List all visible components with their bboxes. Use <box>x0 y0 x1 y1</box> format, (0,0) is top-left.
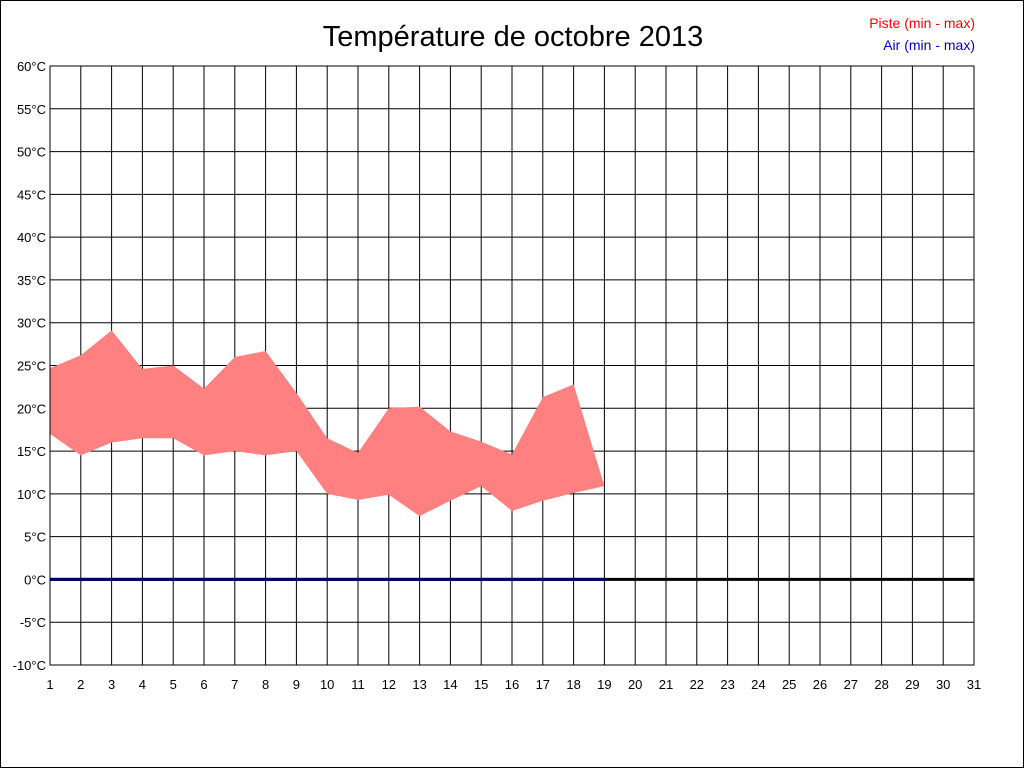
x-tick-label: 12 <box>382 677 396 692</box>
series-band-layer <box>50 330 605 517</box>
x-tick-label: 16 <box>505 677 519 692</box>
x-tick-label: 28 <box>874 677 888 692</box>
x-tick-label: 1 <box>46 677 53 692</box>
x-tick-label: 7 <box>231 677 238 692</box>
x-tick-label: 21 <box>659 677 673 692</box>
plot-border <box>49 65 975 666</box>
x-tick-label: 8 <box>262 677 269 692</box>
chart-title: Température de octobre 2013 <box>323 21 703 53</box>
x-tick-label: 30 <box>936 677 950 692</box>
y-tick-label: -5°C <box>20 615 46 630</box>
x-tick-label: 18 <box>566 677 580 692</box>
y-tick-label: 40°C <box>17 230 46 245</box>
x-tick-label: 25 <box>782 677 796 692</box>
x-tick-label: 29 <box>905 677 919 692</box>
x-tick-label: 11 <box>351 677 365 692</box>
axis-layer <box>49 65 975 666</box>
y-tick-label: 50°C <box>17 145 46 160</box>
y-tick-label: 55°C <box>17 102 46 117</box>
legend-air: Air (min - max) <box>883 37 975 53</box>
x-tick-label: 26 <box>813 677 827 692</box>
x-tick-label: 15 <box>474 677 488 692</box>
y-tick-label: 30°C <box>17 316 46 331</box>
x-tick-label: 6 <box>200 677 207 692</box>
x-tick-label: 20 <box>628 677 642 692</box>
x-tick-label: 4 <box>139 677 146 692</box>
grid <box>49 65 975 666</box>
x-tick-label: 9 <box>293 677 300 692</box>
x-tick-label: 5 <box>170 677 177 692</box>
x-tick-label: 3 <box>108 677 115 692</box>
y-tick-label: 0°C <box>24 572 46 587</box>
y-tick-label: 20°C <box>17 401 46 416</box>
x-tick-label: 24 <box>751 677 765 692</box>
y-tick-label: -10°C <box>13 658 46 673</box>
x-axis-ticks: 1 2 3 4 5 6 7 8 9 10 11 12 13 14 15 16 17 18 19 20 21 22 23 24 2… <box>46 677 981 692</box>
x-tick-label: 19 <box>597 677 611 692</box>
x-tick-label: 17 <box>536 677 550 692</box>
x-tick-label: 27 <box>844 677 858 692</box>
x-tick-label: 13 <box>412 677 426 692</box>
x-tick-label: 10 <box>320 677 334 692</box>
y-tick-label: 15°C <box>17 444 46 459</box>
y-tick-label: 10°C <box>17 487 46 502</box>
x-tick-label: 14 <box>443 677 457 692</box>
y-tick-label: 60°C <box>17 59 46 74</box>
x-tick-label: 23 <box>720 677 734 692</box>
x-tick-label: 2 <box>77 677 84 692</box>
y-axis-ticks: -10°C -5°C 0°C 5°C 10°C 15°C 20°C 25°C 30°C 35°C 4… <box>13 59 46 673</box>
y-tick-label: 5°C <box>24 530 46 545</box>
x-tick-label: 22 <box>690 677 704 692</box>
x-tick-label: 31 <box>967 677 981 692</box>
y-tick-label: 35°C <box>17 273 46 288</box>
y-tick-label: 45°C <box>17 187 46 202</box>
piste-band <box>50 330 605 517</box>
y-tick-label: 25°C <box>17 359 46 374</box>
legend-piste: Piste (min - max) <box>869 15 975 31</box>
